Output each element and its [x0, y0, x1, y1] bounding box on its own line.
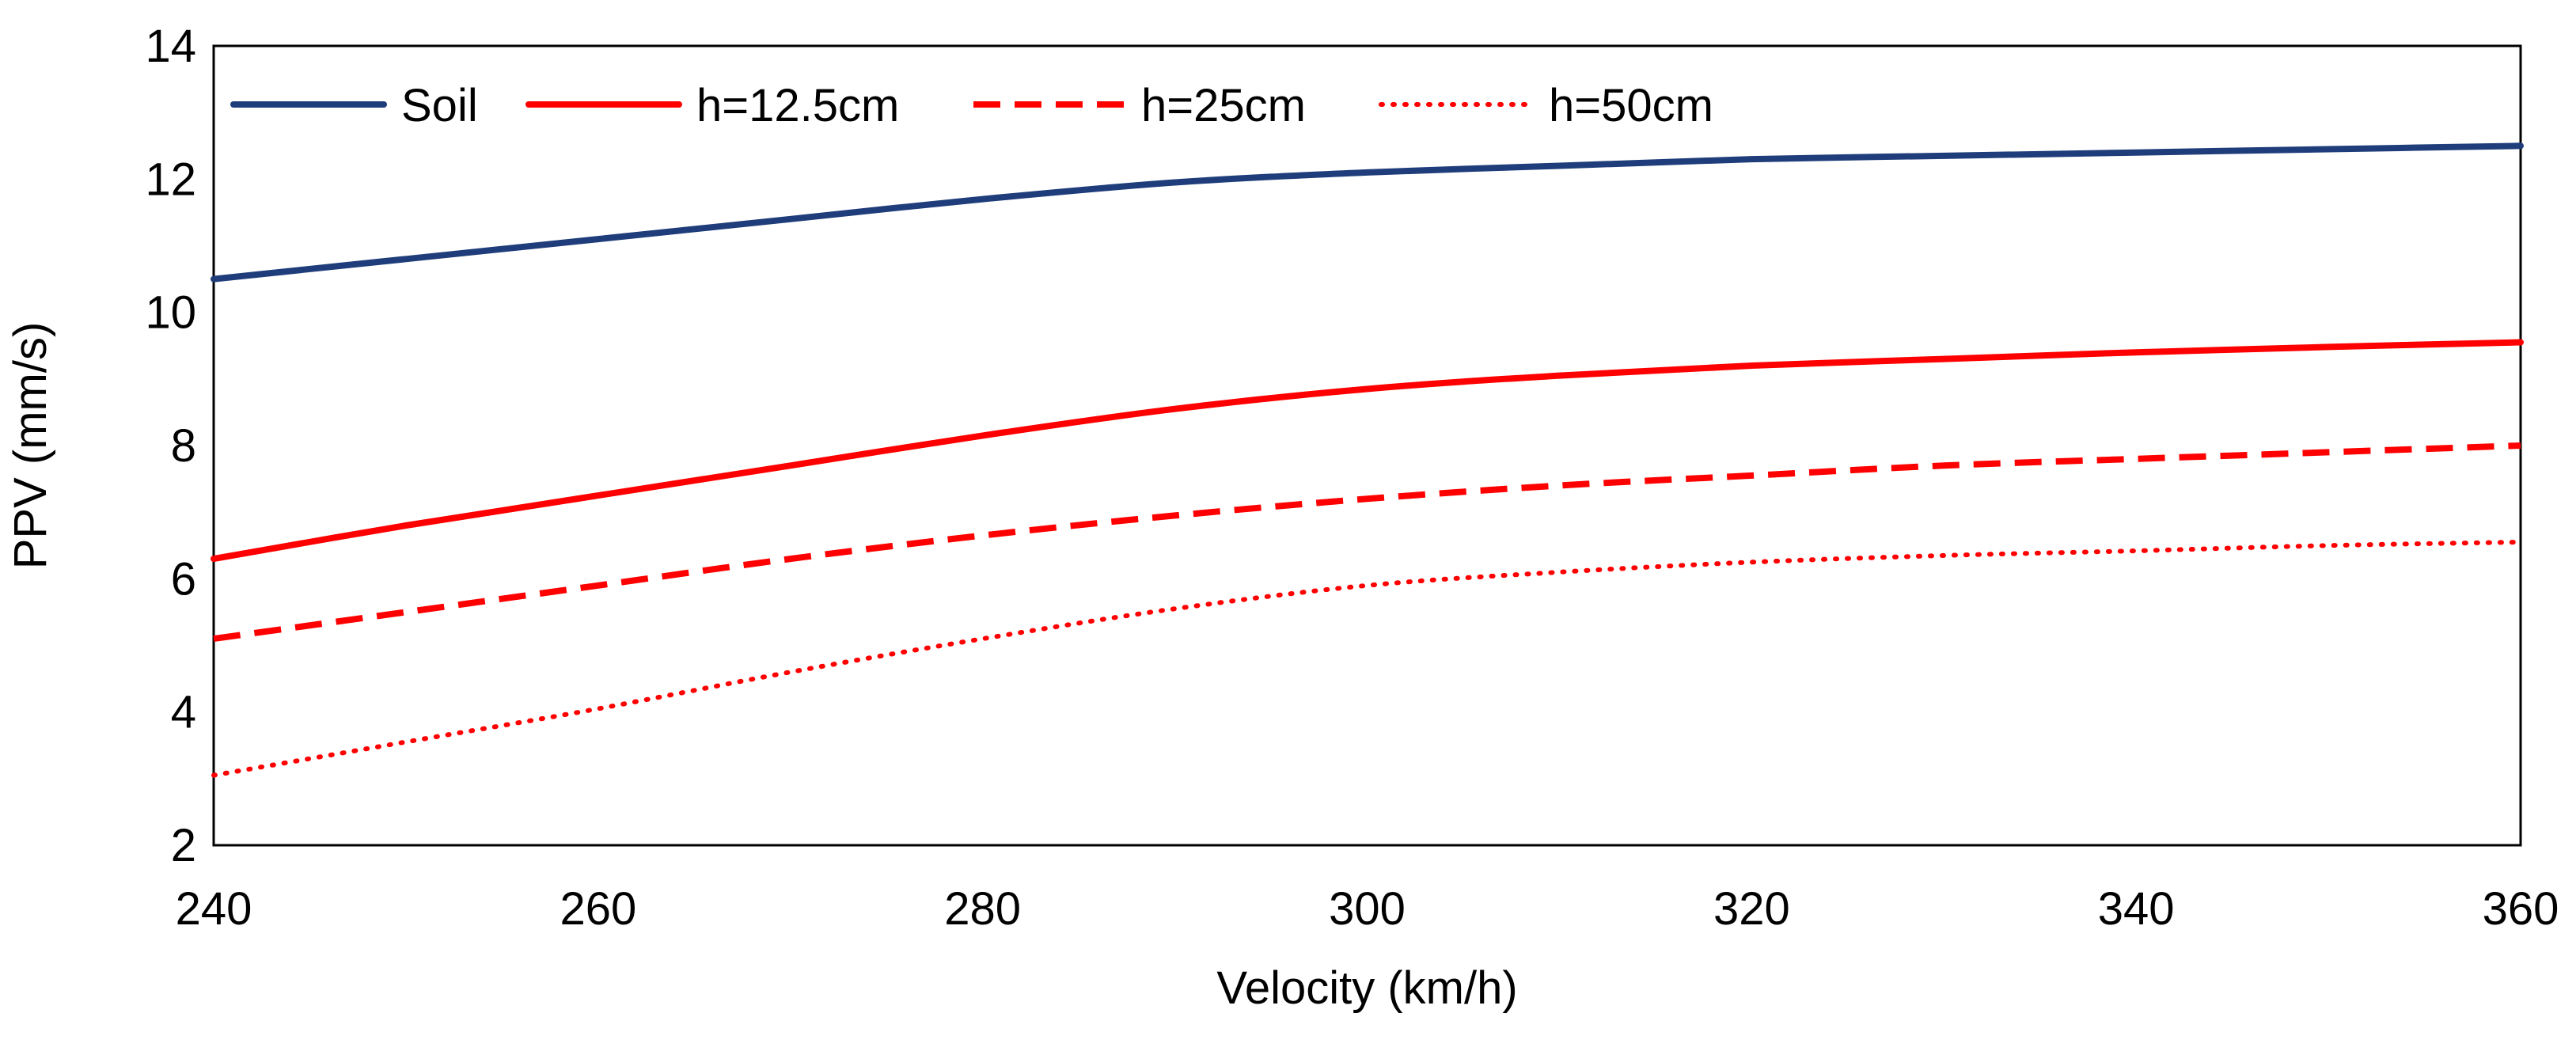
series-line-soil: [211, 142, 2524, 283]
legend: Soil h=12.5cm h=25cm h=50cm: [230, 80, 1713, 131]
ticks-layer: 2 4 6 8 10 12 14 240 260 280 300 320 340 360: [145, 21, 2559, 935]
x-tick-label: 300: [1329, 883, 1406, 935]
axes-layer: [212, 44, 2522, 847]
x-tick-label: 240: [176, 883, 252, 935]
x-tick-label: 320: [1713, 883, 1790, 935]
y-tick-label: 2: [171, 820, 196, 871]
plot-frame: [212, 44, 2522, 847]
x-tick-label: 260: [560, 883, 636, 935]
y-tick-label: 6: [171, 553, 196, 605]
y-tick-label: 8: [171, 420, 196, 472]
series-line-h-25cm: [213, 442, 2521, 643]
x-tick-label: 360: [2483, 883, 2559, 935]
y-tick-label: 10: [145, 287, 196, 339]
legend-label: Soil: [401, 80, 478, 131]
x-tick-label: 280: [944, 883, 1021, 935]
legend-label: h=50cm: [1549, 80, 1713, 131]
series-line-h-12-5cm: [211, 339, 2524, 563]
y-tick-label: 12: [145, 154, 196, 205]
y-axis-title: PPV (mm/s): [5, 322, 56, 570]
series-line-h-50cm: [211, 540, 2523, 778]
y-tick-label: 14: [145, 21, 196, 72]
series-layer: [211, 142, 2524, 778]
legend-label: h=12.5cm: [696, 80, 899, 131]
legend-label: h=25cm: [1141, 80, 1306, 131]
x-tick-label: 340: [2098, 883, 2175, 935]
x-axis-title: Velocity (km/h): [1216, 962, 1517, 1014]
y-tick-label: 4: [171, 687, 196, 738]
